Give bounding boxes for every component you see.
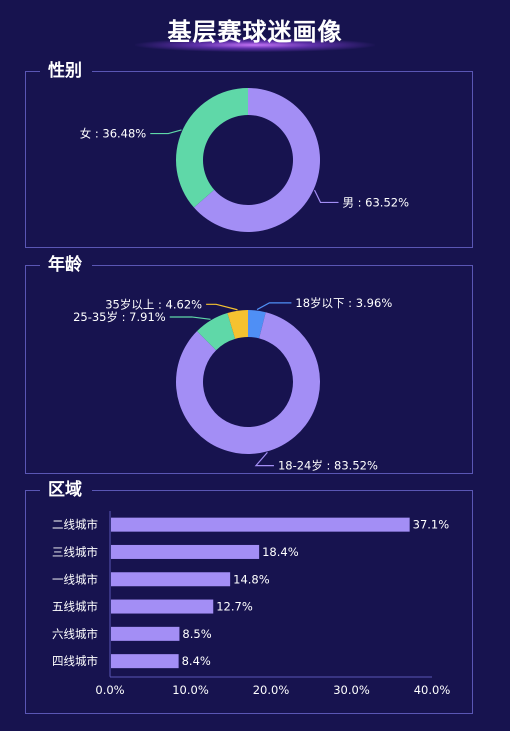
donut1-label-3: 35岁以上 : 4.62% bbox=[105, 297, 202, 311]
donut1-leader-3 bbox=[206, 303, 238, 311]
donut1-slice-3 bbox=[227, 310, 248, 339]
donut1-leader-1 bbox=[254, 451, 274, 467]
bar-5 bbox=[111, 654, 179, 669]
donut1-leader-0 bbox=[256, 302, 292, 311]
bar-category-label-2: 一线城市 bbox=[52, 572, 98, 586]
donut1-leader-2 bbox=[169, 316, 211, 320]
bar-value-label-5: 8.4% bbox=[182, 654, 211, 668]
bar-1 bbox=[111, 544, 260, 559]
age-panel: 年龄 bbox=[25, 253, 473, 474]
bar-2 bbox=[111, 572, 231, 587]
page-title: 基层赛球迷画像 bbox=[167, 18, 343, 46]
donut1-label-0: 18岁以下 : 3.96% bbox=[295, 296, 392, 310]
donut1-slice-1 bbox=[176, 312, 321, 454]
bar-value-label-4: 8.5% bbox=[182, 627, 211, 641]
gender-panel-title: 性别 bbox=[40, 59, 92, 83]
donut1-slice-0 bbox=[248, 310, 266, 339]
donut0-label-0: 男 : 63.52% bbox=[342, 195, 409, 209]
bar-4 bbox=[111, 626, 180, 641]
donut0-leader-1 bbox=[150, 129, 182, 135]
bar-category-label-0: 二线城市 bbox=[52, 518, 98, 532]
bar-x-tick-4: 40.0% bbox=[414, 683, 451, 697]
bar-category-label-3: 五线城市 bbox=[52, 600, 98, 614]
title-glow bbox=[135, 38, 375, 52]
bar-value-label-0: 37.1% bbox=[413, 518, 450, 532]
bar-value-label-1: 18.4% bbox=[262, 545, 299, 559]
donut1-label-1: 18-24岁 : 83.52% bbox=[278, 459, 378, 473]
bar-category-label-4: 六线城市 bbox=[52, 627, 98, 641]
bar-0 bbox=[111, 517, 410, 532]
bar-x-tick-3: 30.0% bbox=[333, 683, 370, 697]
bar-category-label-5: 四线城市 bbox=[52, 654, 98, 668]
donut1-slice-2 bbox=[196, 313, 236, 351]
donut0-slice-1 bbox=[175, 88, 248, 208]
bar-x-tick-1: 10.0% bbox=[172, 683, 209, 697]
donut0-slice-0 bbox=[193, 88, 320, 232]
bar-x-tick-0: 0.0% bbox=[95, 683, 124, 697]
bar-category-label-1: 三线城市 bbox=[52, 545, 98, 559]
donut0-leader-0 bbox=[313, 189, 339, 204]
region-panel-title: 区域 bbox=[40, 478, 92, 502]
gender-panel: 性别 bbox=[25, 59, 473, 248]
bar-x-tick-2: 20.0% bbox=[253, 683, 290, 697]
donut1-label-2: 25-35岁 : 7.91% bbox=[73, 310, 166, 324]
bar-value-label-2: 14.8% bbox=[233, 572, 270, 586]
region-panel: 区域 bbox=[25, 478, 473, 714]
donut0-label-1: 女 : 36.48% bbox=[80, 127, 147, 141]
bar-value-label-3: 12.7% bbox=[216, 600, 253, 614]
bar-3 bbox=[111, 599, 214, 614]
age-panel-title: 年龄 bbox=[40, 253, 92, 277]
